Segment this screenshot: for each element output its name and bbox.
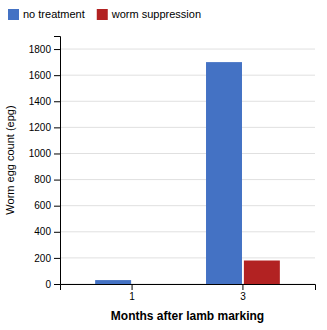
tick: 0 [45,279,60,290]
grid-line [60,101,315,102]
tick-mark [54,180,60,181]
bar [206,62,242,284]
tick: 1400 [29,96,60,107]
legend-item: worm suppression [97,8,201,20]
legend-swatch [97,9,108,20]
bar [95,280,131,284]
tick: 1800 [29,44,60,55]
tick-mark [54,153,60,154]
tick: 1 [129,284,135,302]
tick-mark [54,101,60,102]
legend: no treatment worm suppression [8,8,201,20]
grid-line [60,179,315,180]
tick: 400 [34,226,60,237]
tick-mark [54,127,60,128]
tick-mark [54,284,60,285]
tick-mark [54,258,60,259]
tick-label: 200 [34,253,51,264]
grid [60,49,315,284]
grid-line [60,205,315,206]
grid-line [60,75,315,76]
tick-label: 400 [34,226,51,237]
tick: 1000 [29,148,60,159]
grid-line [60,49,315,50]
tick: 600 [34,200,60,211]
bar [244,261,280,284]
legend-swatch [8,9,19,20]
legend-label: worm suppression [111,8,201,20]
tick-label: 600 [34,200,51,211]
tick-mark [54,49,60,50]
y-axis-title: Worm egg count (epg) [4,105,16,214]
x-axis: 13 [61,284,316,302]
tick: 200 [34,253,60,264]
tick-label: 1800 [29,44,52,55]
grid-line [60,127,315,128]
grid-line [60,153,315,154]
tick-label: 1200 [29,122,52,133]
tick-label: 1000 [29,148,52,159]
tick-mark [242,284,243,290]
legend-label: no treatment [23,8,85,20]
plot-area: 02004006008001000120014001600180013 [29,37,316,303]
tick-label: 1 [129,291,135,302]
y-axis: 0 200 400 600 800 1000 1200 1400 1600 1800 [29,37,61,290]
chart: 02004006008001000120014001600180013Month… [0,0,327,330]
legend-item: no treatment [8,8,85,20]
tick-label: 3 [240,291,246,302]
axis-line [54,37,61,285]
tick: 800 [34,174,60,185]
tick-mark [54,232,60,233]
grid-line [60,257,315,258]
x-axis-title: Months after lamb marking [111,309,264,323]
tick-mark [54,75,60,76]
tick: 3 [240,284,246,302]
tick-label: 0 [45,279,51,290]
tick: 1200 [29,122,60,133]
bars [95,62,280,284]
grid-line [60,231,315,232]
axis-line [61,285,316,291]
tick-mark [54,206,60,207]
tick-mark [132,284,133,290]
tick-label: 1400 [29,96,52,107]
tick: 1600 [29,70,60,81]
tick-label: 1600 [29,70,52,81]
tick-label: 800 [34,174,51,185]
